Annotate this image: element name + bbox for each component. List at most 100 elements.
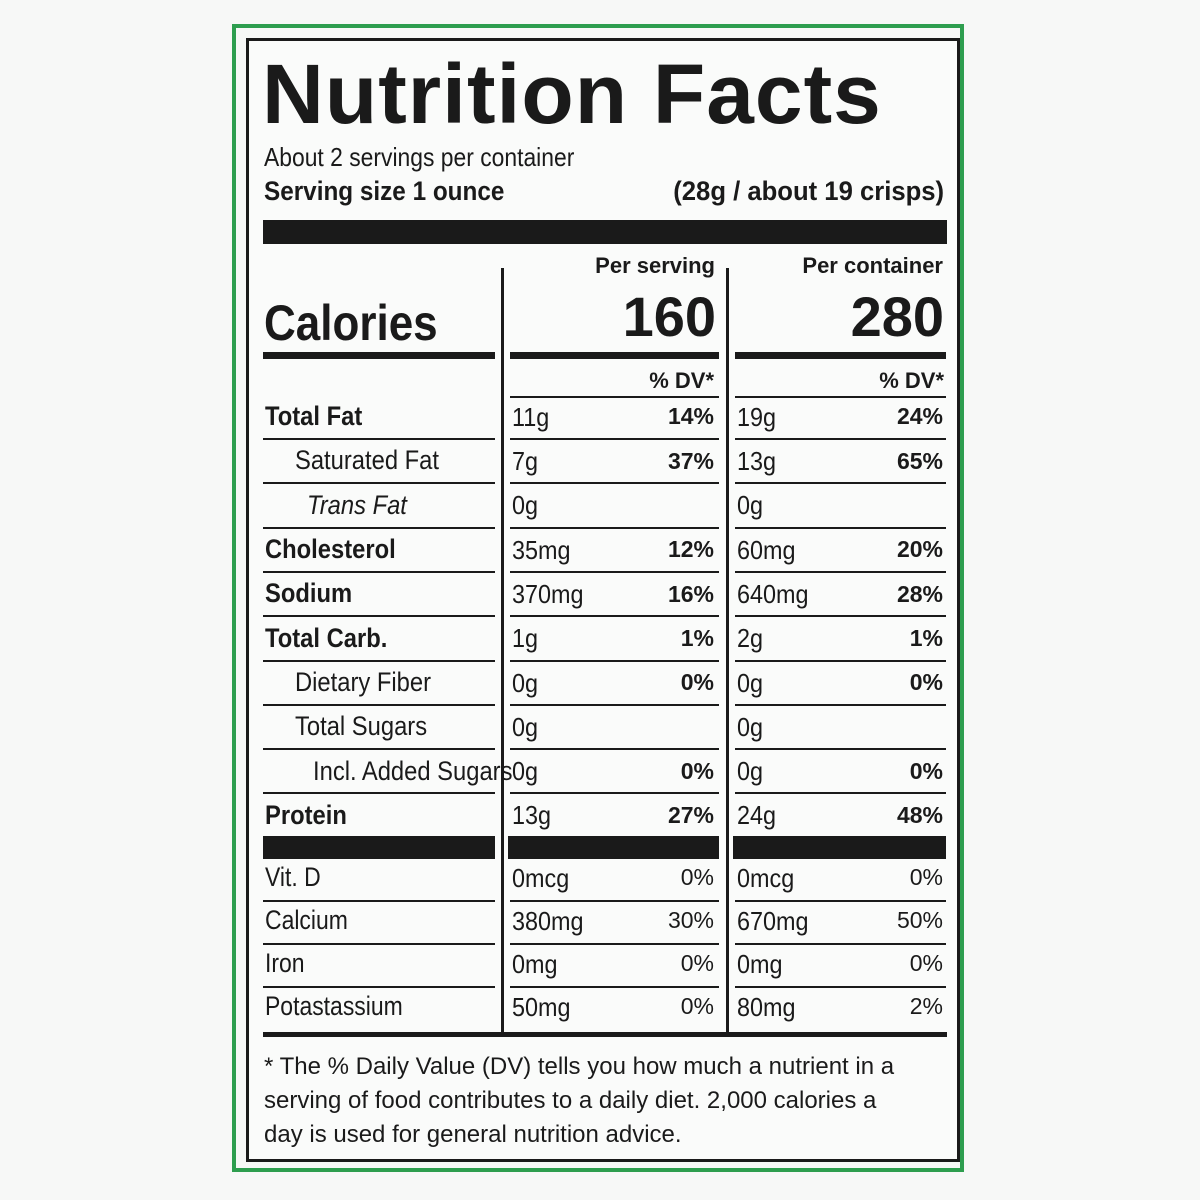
footer-rule <box>263 1032 947 1037</box>
nutrient-name: Vit. D <box>265 862 321 893</box>
column-header: Per serving <box>595 252 715 278</box>
nutrient-name: Potastassium <box>265 991 403 1022</box>
row-rule <box>735 792 946 795</box>
daily-value: 0% <box>680 757 714 784</box>
daily-value: 20% <box>896 536 943 563</box>
row-rule <box>263 986 495 988</box>
amount: 370mg <box>512 578 584 609</box>
amount: 1g <box>512 623 539 654</box>
row-rule <box>510 748 719 751</box>
nutrient-name: Total Carb. <box>265 622 388 653</box>
row-rule <box>735 900 946 902</box>
row-rule <box>735 482 946 485</box>
row-rule <box>735 659 946 662</box>
thick-bar <box>263 220 947 244</box>
row-rule <box>510 703 719 706</box>
amount: 60mg <box>737 534 796 565</box>
row-rule <box>510 943 719 945</box>
green-border <box>232 24 964 1172</box>
daily-value: 28% <box>896 580 943 607</box>
daily-value: 48% <box>896 802 943 829</box>
calories-rule <box>735 352 946 359</box>
amount: 0g <box>737 667 764 698</box>
daily-value: 1% <box>909 624 943 651</box>
amount: 0mcg <box>512 862 570 893</box>
daily-value: 0% <box>680 993 714 1020</box>
daily-value: 0% <box>680 950 714 977</box>
row-rule <box>510 615 719 618</box>
amount: 0g <box>737 756 764 787</box>
footnote: * The % Daily Value (DV) tells you how m… <box>264 1052 895 1080</box>
daily-value: 27% <box>667 802 714 829</box>
row-rule <box>263 748 495 751</box>
row-rule <box>735 703 946 706</box>
row-rule <box>263 438 495 440</box>
row-rule <box>263 570 495 573</box>
amount: 24g <box>737 800 777 831</box>
amount: 7g <box>512 446 539 476</box>
daily-value: 0% <box>909 950 943 977</box>
amount: 0mcg <box>737 862 795 893</box>
row-rule <box>735 748 946 751</box>
amount: 35mg <box>512 534 571 565</box>
daily-value: 65% <box>896 447 943 474</box>
row-rule <box>510 659 719 662</box>
nutrient-name: Dietary Fiber <box>295 666 432 697</box>
amount: 0g <box>737 490 764 521</box>
amount: 0g <box>512 490 539 521</box>
amount: 13g <box>737 446 777 476</box>
column-divider <box>726 268 729 1035</box>
calories-value: 160 <box>622 285 716 349</box>
row-rule <box>510 570 719 573</box>
nutrient-name: Sodium <box>265 578 353 609</box>
row-rule <box>263 703 495 706</box>
dv-header: % DV* <box>879 367 944 393</box>
row-rule <box>735 943 946 945</box>
nutrient-name: Total Sugars <box>295 711 428 742</box>
row-rule <box>263 900 495 902</box>
calories-rule <box>263 352 495 359</box>
nutrient-name: Saturated Fat <box>295 445 439 476</box>
amount: 50mg <box>512 991 571 1022</box>
calories-label: Calories <box>264 294 438 351</box>
row-rule <box>263 792 495 795</box>
amount: 0mg <box>737 948 783 979</box>
serving-size-value: (28g / about 19 crisps) <box>673 176 944 207</box>
nutrient-name: Iron <box>265 948 305 979</box>
row-rule <box>510 526 719 529</box>
thick-bar <box>733 836 946 859</box>
daily-value: 0% <box>680 864 714 891</box>
title: Nutrition Facts <box>262 46 882 141</box>
row-rule <box>510 396 719 398</box>
amount: 0g <box>512 711 539 742</box>
nutrient-name: Trans Fat <box>307 489 407 520</box>
column-header: Per container <box>802 252 943 278</box>
amount: 13g <box>512 800 552 831</box>
serving-size-label: Serving size 1 ounce <box>264 176 505 207</box>
row-rule <box>263 943 495 945</box>
calories-rule <box>510 352 719 359</box>
nutrient-name: Total Fat <box>265 401 363 432</box>
amount: 80mg <box>737 991 796 1022</box>
row-rule <box>735 526 946 529</box>
footnote: serving of food contributes to a daily d… <box>264 1086 877 1114</box>
amount: 19g <box>737 401 777 432</box>
daily-value: 1% <box>680 624 714 651</box>
thick-bar <box>263 836 495 859</box>
footnote: day is used for general nutrition advice… <box>264 1120 682 1148</box>
row-rule <box>263 615 495 618</box>
amount: 640mg <box>737 578 809 609</box>
row-rule <box>735 570 946 573</box>
nutrient-name: Cholesterol <box>265 534 396 565</box>
nutrient-name: Calcium <box>265 905 348 936</box>
daily-value: 0% <box>909 669 943 696</box>
daily-value: 14% <box>667 403 714 430</box>
dv-header: % DV* <box>649 367 714 393</box>
amount: 0g <box>737 711 764 742</box>
daily-value: 30% <box>667 907 714 934</box>
daily-value: 0% <box>909 864 943 891</box>
amount: 2g <box>737 623 764 654</box>
daily-value: 37% <box>667 447 714 474</box>
daily-value: 0% <box>680 669 714 696</box>
daily-value: 0% <box>909 757 943 784</box>
